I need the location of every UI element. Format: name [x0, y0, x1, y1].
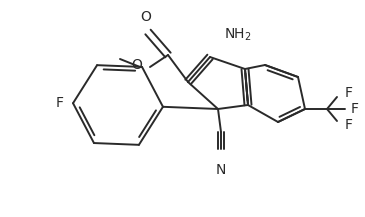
Text: F: F: [56, 96, 64, 110]
Text: O: O: [141, 10, 151, 24]
Text: O: O: [131, 58, 142, 72]
Text: F: F: [345, 118, 353, 132]
Text: F: F: [345, 86, 353, 100]
Text: F: F: [351, 102, 359, 116]
Text: N: N: [216, 163, 226, 177]
Text: NH$_2$: NH$_2$: [224, 27, 252, 43]
